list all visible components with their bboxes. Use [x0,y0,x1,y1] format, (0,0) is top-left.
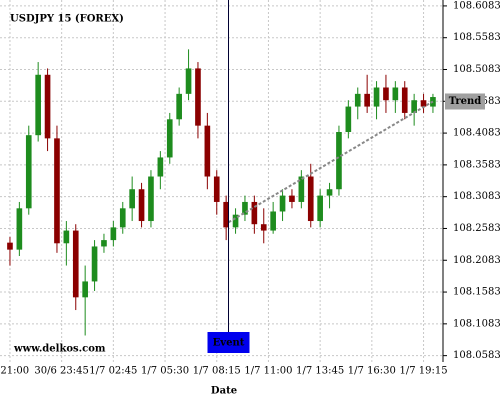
x-tick-label: 1/7 02:45 [89,366,137,377]
event-box [207,332,250,353]
y-tick-label: 108.3583 [453,159,500,170]
x-tick-label: 30/6 23:45 [34,366,88,377]
candle-body [63,230,70,244]
candle-body [110,227,117,241]
candle-body [35,74,41,136]
event-label: Event [213,338,245,349]
candle-body [392,87,399,101]
candle-body [307,176,314,222]
candle-body [336,132,342,190]
source-label: www.delkos.com [13,344,106,355]
trend-line [227,100,434,224]
candle-body [289,195,295,202]
candle-body [157,157,164,177]
candle-body [16,208,23,250]
candle-body [383,87,389,101]
candle-body [148,176,154,222]
candle-body [354,93,361,107]
y-tick-label: 108.5583 [453,32,500,43]
x-tick-label: 1/7 11:00 [244,366,292,377]
candle-body [91,246,98,282]
candle-body [138,189,145,222]
y-tick-label: 108.5083 [453,64,500,75]
y-tick-label: 108.1083 [453,318,500,329]
candle-body [420,100,427,107]
trend-label: Trend [449,96,482,107]
candle-body [54,138,60,244]
candle-body [119,208,126,228]
y-tick-label: 108.2083 [453,255,500,266]
x-tick-label: 1/7 13:45 [296,366,344,377]
y-tick-label: 108.6083 [453,0,500,11]
chart-title: USDJPY 15 (FOREX) [10,14,124,25]
y-tick-label: 108.2583 [453,223,500,234]
y-tick-label: 108.3083 [453,191,500,202]
candle-body [204,125,211,177]
x-tick-label: 1/7 19:15 [399,366,447,377]
candle-body [364,93,370,107]
candle-body [298,176,305,202]
candle-body [317,195,323,222]
candle-body [82,281,88,298]
candle-body [401,87,408,113]
candle-body [232,214,239,228]
candle-body [279,195,286,212]
candle-body [411,100,417,113]
y-tick-label: 108.1583 [453,287,500,298]
x-tick-label: 1/7 08:15 [193,366,241,377]
candle-body [185,68,192,94]
candle-body [213,176,220,202]
candle-body [326,189,333,196]
candle-body [72,230,79,298]
candle-body [176,93,182,120]
candle-body [223,201,229,228]
candle-body [166,119,173,158]
y-tick-label: 108.4083 [453,128,500,139]
x-tick-label: 1/7 16:30 [348,366,396,377]
candle-body [242,201,248,215]
candle-body [44,74,51,139]
trend-label-box [445,93,485,110]
candle-body [101,240,107,247]
plot-area [0,0,443,362]
candle-body [373,87,380,107]
candle-body [345,106,352,133]
candle-body [25,135,32,209]
candle-body [251,201,258,225]
x-tick-label: 1/7 05:30 [141,366,189,377]
candle-body [7,242,13,250]
x-tick-label: 6 21:00 [0,366,29,377]
candle-body [260,224,267,231]
candle-body [129,189,135,209]
x-axis-title: Date [211,386,237,397]
y-tick-label: 108.0583 [453,350,500,361]
candle-body [195,68,201,126]
candle-body [270,211,276,231]
